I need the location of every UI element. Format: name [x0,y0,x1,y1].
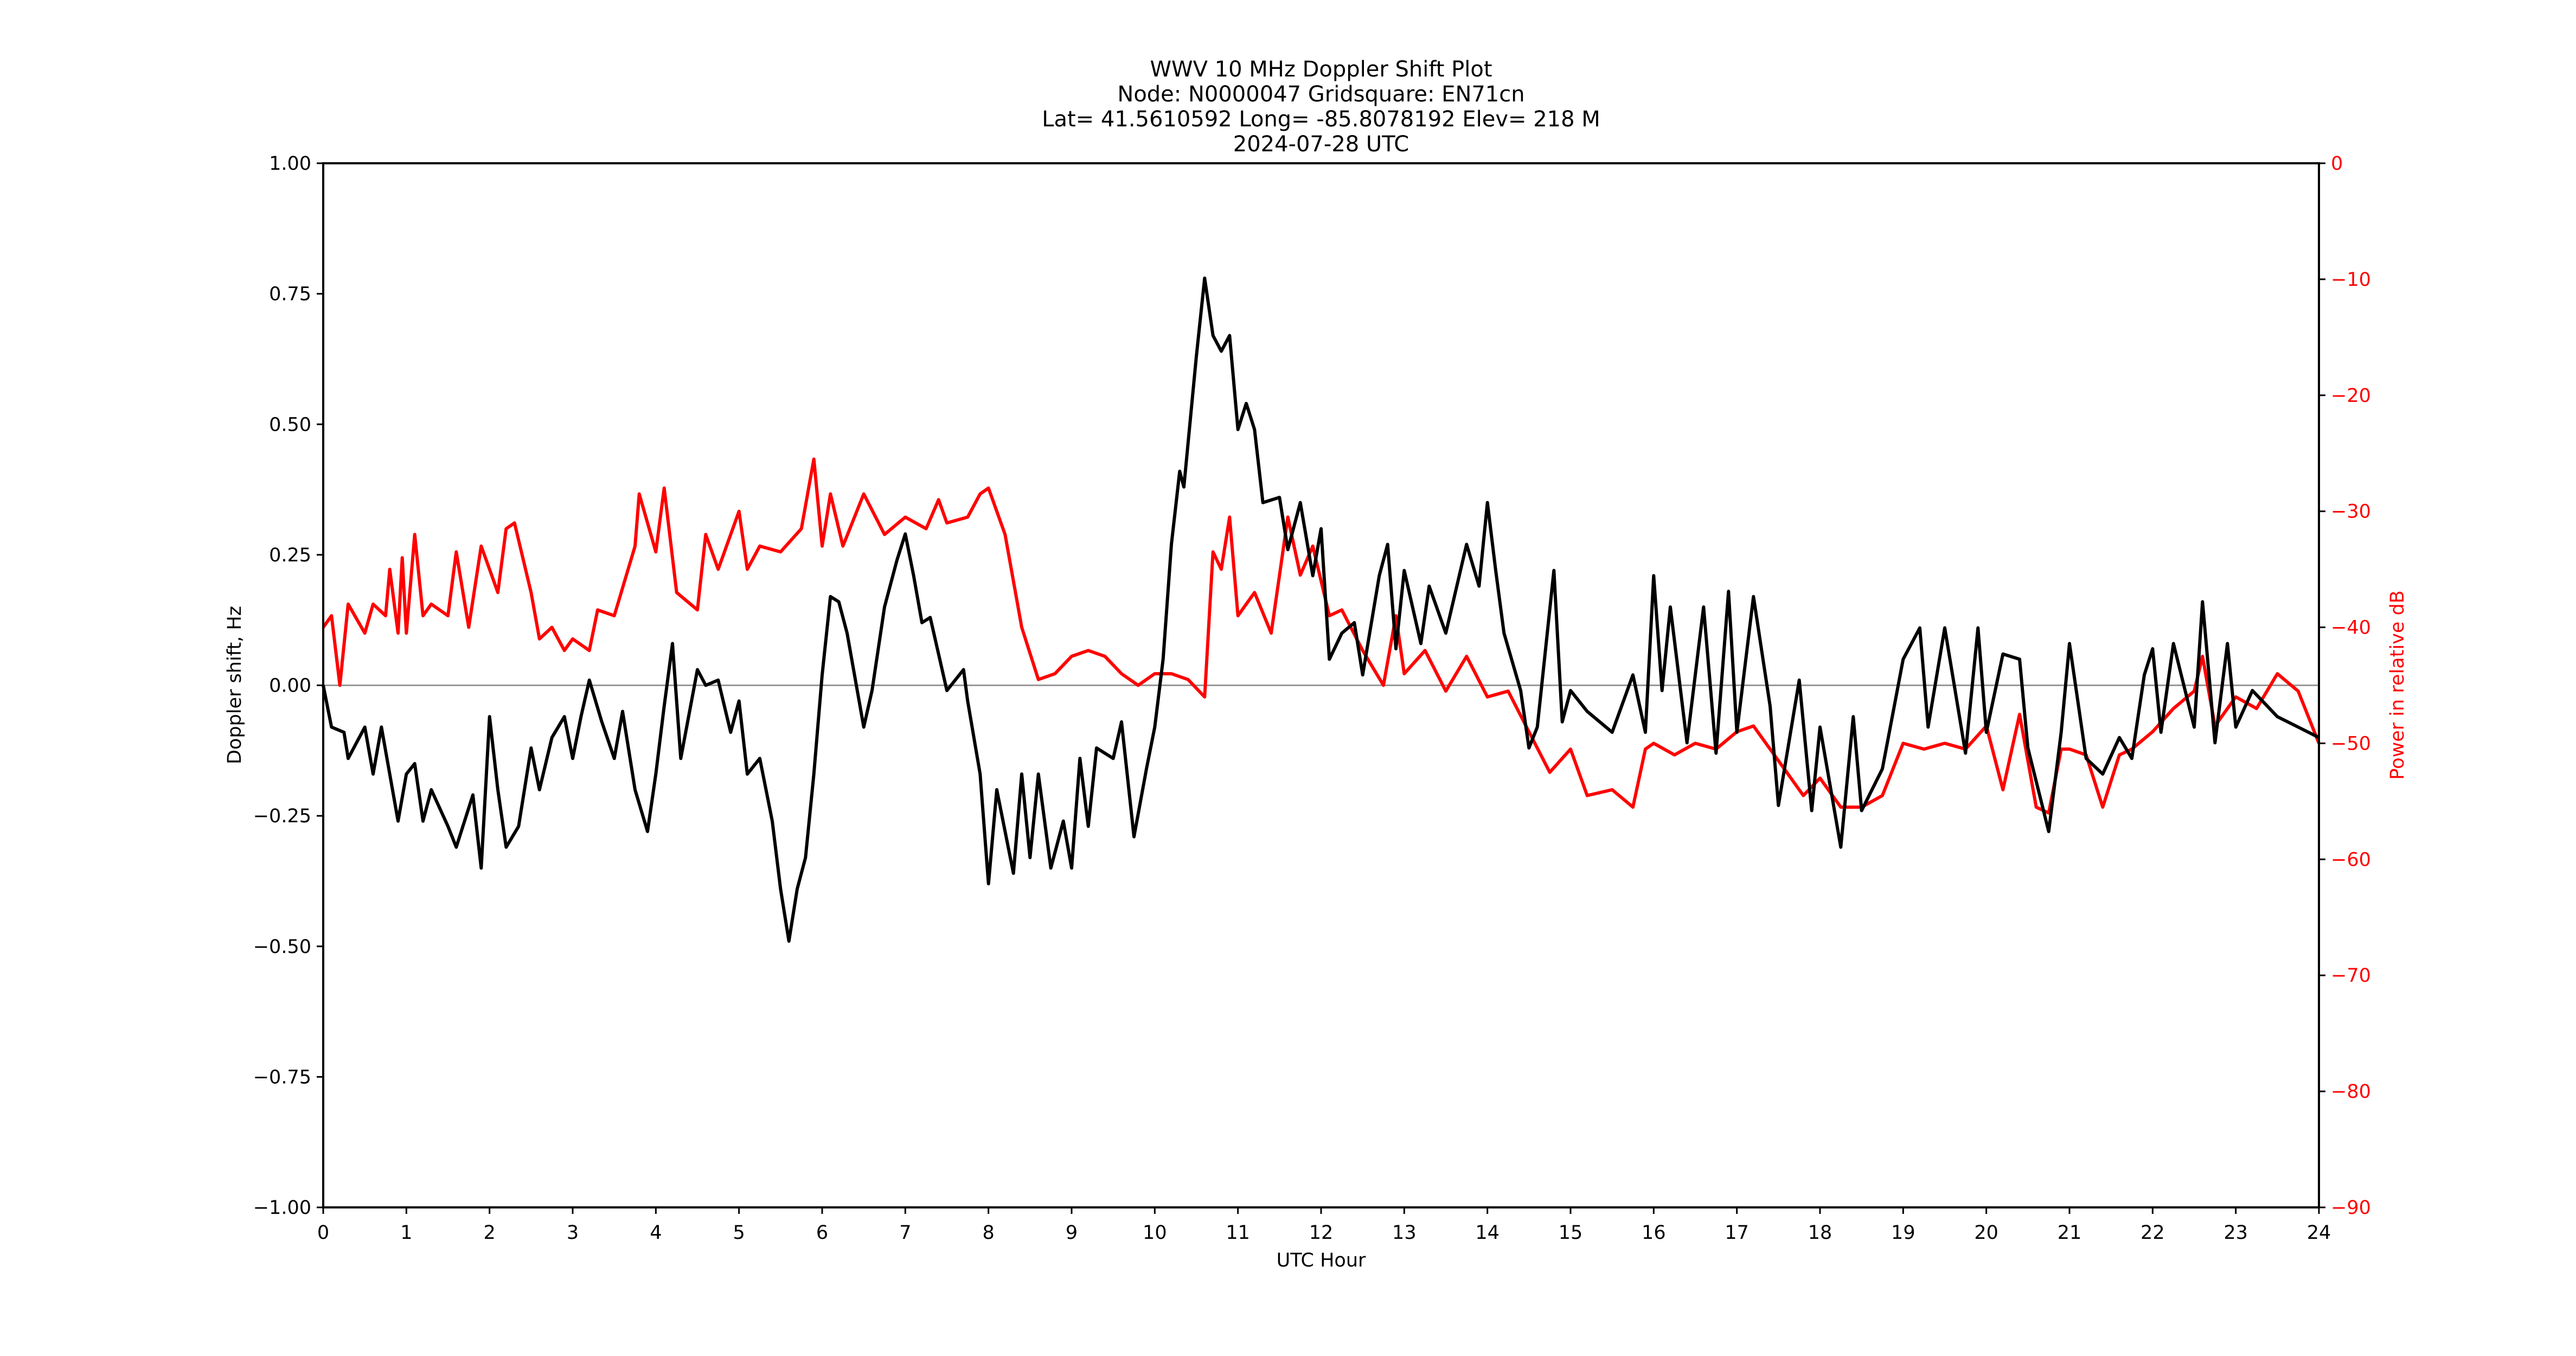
x-tick-label: 6 [816,1222,828,1244]
chart-title: WWV 10 MHz Doppler Shift Plot Node: N000… [1042,57,1600,157]
x-tick-label: 3 [567,1222,579,1244]
title-line-1: WWV 10 MHz Doppler Shift Plot [1150,57,1492,82]
title-line-3: Lat= 41.5610592 Long= -85.8078192 Elev= … [1042,107,1600,132]
y-right-tick-label: −30 [2331,501,2371,523]
y-tick-label: −0.50 [253,936,311,958]
x-tick-label: 8 [983,1222,995,1244]
doppler-series-line [322,276,2320,943]
x-tick-label: 2 [484,1222,496,1244]
y-tick-label: 1.00 [269,153,311,175]
x-tick-label: 18 [1808,1222,1832,1244]
y-tick-label: 0.75 [269,284,311,305]
y-tick-label: −0.25 [253,805,311,827]
y-axis-label: Doppler shift, Hz [224,606,246,764]
power-series-line [322,457,2321,815]
x-tick-label: 16 [1642,1222,1666,1244]
y-tick-label: −1.00 [253,1197,311,1219]
x-tick-label: 15 [1559,1222,1583,1244]
x-tick-label: 22 [2141,1222,2165,1244]
x-tick-label: 11 [1226,1222,1250,1244]
x-tick-label: 14 [1475,1222,1500,1244]
x-tick-label: 4 [650,1222,662,1244]
title-line-4: 2024-07-28 UTC [1233,132,1409,157]
y-tick-label: 0.25 [269,545,311,566]
y-axis-right-label: Power in relative dB [2387,590,2408,779]
x-tick-label: 1 [400,1222,412,1244]
y-tick-label: −0.75 [253,1066,311,1088]
y-right-tick-label: −50 [2331,733,2371,754]
title-line-2: Node: N0000047 Gridsquare: EN71cn [1117,82,1524,107]
plot-area [322,276,2321,943]
x-tick-label: 24 [2307,1222,2331,1244]
x-tick-label: 23 [2223,1222,2248,1244]
y-tick-label: 0.00 [269,675,311,697]
y-right-tick-label: 0 [2331,153,2343,175]
x-tick-label: 17 [1725,1222,1749,1244]
x-axis-label: UTC Hour [1277,1250,1366,1271]
x-tick-label: 5 [733,1222,745,1244]
x-tick-label: 0 [317,1222,329,1244]
axes-frame [322,162,2320,1208]
y-right-tick-label: −10 [2331,269,2371,291]
x-tick-label: 7 [899,1222,911,1244]
x-tick-label: 12 [1309,1222,1334,1244]
x-tick-label: 13 [1392,1222,1417,1244]
y-right-tick-label: −80 [2331,1081,2371,1103]
y-right-tick-label: −60 [2331,849,2371,871]
y-right-tick-label: −20 [2331,385,2371,407]
x-tick-label: 9 [1066,1222,1078,1244]
x-tick-label: 19 [1891,1222,1915,1244]
x-tick-label: 20 [1974,1222,1998,1244]
x-tick-label: 10 [1143,1222,1167,1244]
y-tick-label: 0.50 [269,414,311,436]
x-tick-label: 21 [2058,1222,2082,1244]
y-right-tick-label: −40 [2331,617,2371,639]
y-right-tick-label: −70 [2331,965,2371,987]
y-right-tick-label: −90 [2331,1197,2371,1219]
axis-ticks: 0 1 2 3 4 5 6 7 8 9 10 11 12 13 14 15 16 17 18 19 20 21 22 23 24… [253,153,2371,1244]
